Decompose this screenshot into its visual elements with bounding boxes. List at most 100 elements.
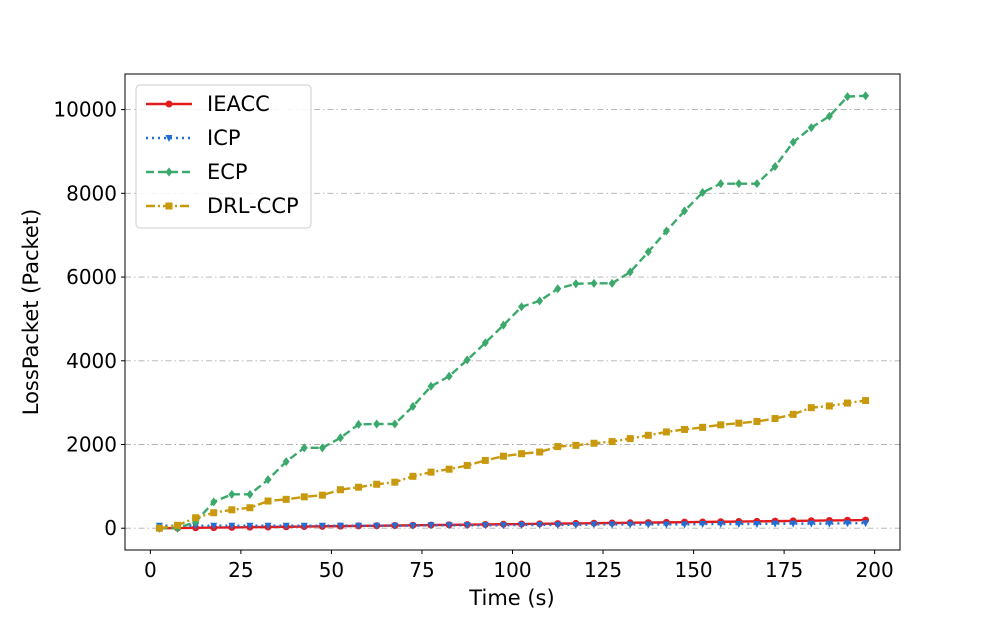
y-tick-label: 4000 <box>66 349 117 373</box>
data-point <box>807 404 815 412</box>
legend: IEACC ICP ECP DRL-CCP <box>135 84 312 229</box>
data-point <box>699 187 707 197</box>
legend-item-ecp: ECP <box>146 160 248 184</box>
data-point <box>409 522 417 530</box>
x-tick-label: 50 <box>319 558 344 582</box>
data-point <box>246 504 254 512</box>
data-point <box>626 267 634 277</box>
y-tick-label: 10000 <box>53 98 117 122</box>
data-point <box>409 472 417 480</box>
data-point <box>753 179 761 189</box>
data-point <box>518 302 526 312</box>
data-point <box>336 433 344 443</box>
x-tick-label: 0 <box>144 558 157 582</box>
legend-marker <box>165 202 173 210</box>
data-point <box>554 443 562 451</box>
data-point <box>662 226 670 236</box>
data-point <box>699 521 707 529</box>
data-point <box>427 381 435 391</box>
legend-marker <box>165 100 173 108</box>
data-point <box>771 520 779 528</box>
x-tick-label: 150 <box>674 558 712 582</box>
data-point <box>789 410 797 418</box>
data-point <box>572 521 580 529</box>
data-point <box>264 475 272 485</box>
data-point <box>518 450 526 458</box>
data-point <box>644 431 652 439</box>
legend-label: ICP <box>207 126 241 150</box>
legend-item-drl-ccp: DRL-CCP <box>146 194 299 218</box>
series-line-drl-ccp <box>159 399 866 530</box>
y-axis: 0 2000 4000 6000 8000 10000 <box>53 98 125 540</box>
data-point <box>626 521 634 529</box>
data-point <box>518 521 526 529</box>
x-tick-label: 200 <box>856 558 894 582</box>
data-point <box>373 522 381 530</box>
data-point <box>228 522 236 530</box>
data-point <box>264 497 272 505</box>
series-line-ieacc <box>159 518 866 530</box>
data-point <box>355 483 363 491</box>
data-point <box>717 421 725 429</box>
series-line-ecp <box>159 94 866 530</box>
x-axis: 0 25 50 75 100 125 150 175 200 <box>144 550 894 582</box>
data-point <box>644 521 652 529</box>
data-point <box>753 417 761 425</box>
data-point <box>445 371 453 381</box>
data-point <box>481 522 489 530</box>
legend-item-icp: ICP <box>146 126 241 150</box>
data-point <box>228 489 236 499</box>
data-point <box>210 522 218 530</box>
data-point <box>735 521 743 529</box>
data-point <box>717 521 725 529</box>
data-point <box>391 419 399 429</box>
data-point <box>391 522 399 530</box>
data-point <box>753 521 761 529</box>
x-tick-label: 25 <box>228 558 253 582</box>
y-tick-label: 2000 <box>66 433 117 457</box>
legend-label: IEACC <box>207 92 270 116</box>
data-point <box>843 399 851 407</box>
data-point <box>463 355 471 365</box>
data-point <box>681 521 689 529</box>
data-point <box>662 521 670 529</box>
data-point <box>699 423 707 431</box>
data-point <box>300 522 308 530</box>
data-point <box>282 457 290 467</box>
data-point <box>155 524 163 532</box>
data-point <box>355 522 363 530</box>
data-point <box>608 438 616 446</box>
data-point <box>463 461 471 469</box>
legend-label: ECP <box>207 160 248 184</box>
x-axis-label: Time (s) <box>468 586 554 610</box>
data-point <box>536 521 544 529</box>
data-point <box>590 521 598 529</box>
legend-marker <box>165 135 173 142</box>
legend-item-ieacc: IEACC <box>146 92 270 116</box>
data-point <box>825 520 833 528</box>
data-point <box>843 520 851 528</box>
data-point <box>572 279 580 289</box>
data-point <box>862 91 870 101</box>
data-point <box>264 522 272 530</box>
legend-box <box>135 84 312 229</box>
x-tick-label: 100 <box>493 558 531 582</box>
data-point <box>825 111 833 121</box>
data-point <box>608 521 616 529</box>
data-point <box>246 522 254 530</box>
data-point <box>481 456 489 464</box>
data-point <box>644 247 652 257</box>
grid-lines <box>125 109 900 529</box>
data-point <box>681 206 689 216</box>
data-point <box>210 497 218 507</box>
series-drl-ccp <box>155 397 870 532</box>
data-point <box>590 278 598 288</box>
data-point <box>355 419 363 429</box>
data-point <box>409 401 417 411</box>
data-point <box>192 514 200 522</box>
data-point <box>499 522 507 530</box>
data-point <box>626 435 634 443</box>
x-tick-label: 175 <box>765 558 803 582</box>
data-point <box>735 419 743 427</box>
